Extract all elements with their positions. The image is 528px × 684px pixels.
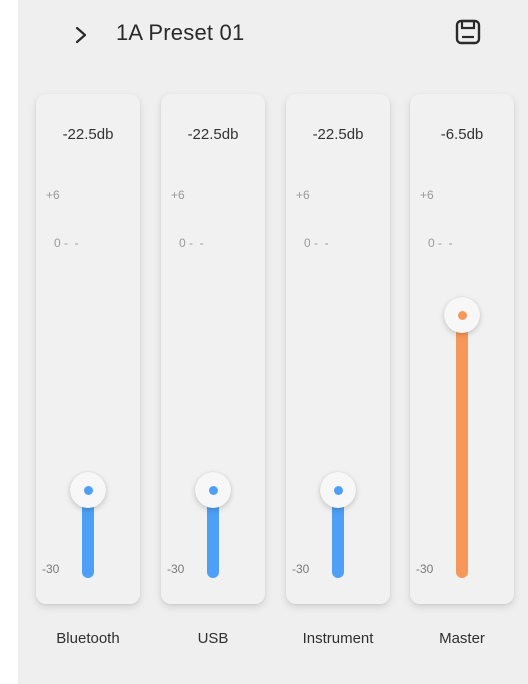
scale-label-bottom: -30	[167, 562, 185, 576]
db-readout: -22.5db	[312, 126, 364, 143]
db-readout: -6.5db	[440, 126, 484, 143]
fader-knob[interactable]	[320, 472, 356, 508]
fader-knob[interactable]	[70, 472, 106, 508]
channel-strip-instrument: -22.5db +6 0 - - -30	[286, 94, 390, 604]
preset-title: 1A Preset 01	[116, 20, 245, 45]
scale-label-bottom: -30	[42, 562, 60, 576]
scale-label-bottom: -30	[416, 562, 434, 576]
knob-dot	[83, 485, 93, 495]
scale-label-top: +6	[46, 188, 60, 202]
fader-knob[interactable]	[444, 297, 480, 334]
level-track	[332, 490, 344, 578]
db-readout: -22.5db	[187, 126, 239, 143]
channel-label-bluetooth: Bluetooth	[56, 630, 120, 647]
scale-label-bottom: -30	[292, 562, 310, 576]
scale-label-top: +6	[296, 188, 310, 202]
fader-knob[interactable]	[195, 472, 231, 508]
scale-label-zero: 0 - -	[428, 236, 453, 250]
scale-label-zero: 0 - -	[179, 236, 204, 250]
level-track	[456, 315, 468, 578]
knob-dot	[457, 310, 467, 320]
scale-label-zero: 0 - -	[54, 236, 79, 250]
knob-dot	[333, 485, 343, 495]
channel-label-usb: USB	[197, 630, 229, 647]
preset-header: 1A Preset 01	[18, 0, 528, 76]
chevron-right-icon[interactable]	[70, 22, 92, 48]
channel-strip-bluetooth: -22.5db +6 0 - - -30	[36, 94, 140, 604]
scale-label-top: +6	[171, 188, 185, 202]
channel-label-master: Master	[439, 630, 485, 647]
channel-strip-usb: -22.5db +6 0 - - -30	[161, 94, 265, 604]
save-icon[interactable]	[452, 16, 484, 48]
channel-strip-master: -6.5db +6 0 - - -30	[410, 94, 514, 604]
mixer-panel: 1A Preset 01 -22.5db +6 0 - - -30 -22.5d…	[18, 0, 528, 684]
channel-label-instrument: Instrument	[302, 630, 374, 647]
db-readout: -22.5db	[62, 126, 114, 143]
scale-label-zero: 0 - -	[304, 236, 329, 250]
scale-label-top: +6	[420, 188, 434, 202]
level-track	[207, 490, 219, 578]
level-track	[82, 490, 94, 578]
knob-dot	[208, 485, 218, 495]
